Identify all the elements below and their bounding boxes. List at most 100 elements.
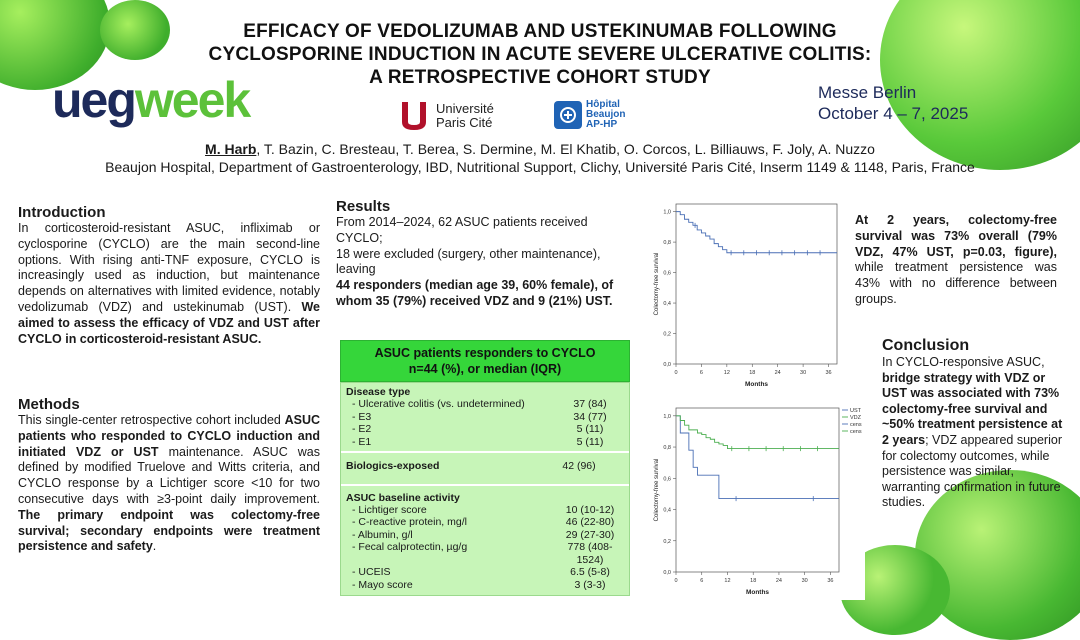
row-label: - E1 bbox=[352, 435, 372, 448]
row-label: - C-reactive protein, mg/l bbox=[352, 516, 467, 528]
table-row: - Fecal calprotectin, µg/g 778 (408-1524) bbox=[341, 541, 629, 566]
legend-label: UST bbox=[850, 408, 862, 414]
univ-line-1: Université bbox=[436, 101, 494, 116]
row-value: 46 (22-80) bbox=[565, 516, 615, 528]
venue-place: Messe Berlin bbox=[818, 83, 917, 102]
methods-heading: Methods bbox=[18, 396, 80, 413]
conclusion-text-2: ; VDZ appeared superior for colectomy ou… bbox=[882, 432, 1062, 510]
row-label: - Albumin, g/l bbox=[352, 528, 413, 541]
table-body: Disease type - Ulcerative colitis (vs. u… bbox=[340, 382, 630, 596]
row-value: 5 (11) bbox=[576, 435, 604, 448]
hopital-beaujon-logo: Hôpital Beaujon AP-HP bbox=[554, 100, 625, 130]
y-tick-label: 0,0 bbox=[663, 570, 671, 576]
authors-block: M. Harb, T. Bazin, C. Bresteau, T. Berea… bbox=[60, 140, 1020, 176]
introduction-heading: Introduction bbox=[18, 204, 106, 221]
first-author: M. Harb bbox=[205, 141, 257, 157]
conclusion-heading: Conclusion bbox=[882, 337, 970, 354]
x-tick-label: 0 bbox=[674, 370, 677, 376]
hosp-line-1: Hôpital bbox=[586, 99, 620, 110]
methods-bold-2: The primary endpoint was colectomy-free … bbox=[18, 507, 320, 554]
y-tick-label: 0,2 bbox=[663, 539, 671, 545]
plot-frame bbox=[675, 203, 838, 365]
x-tick-label: 36 bbox=[825, 370, 831, 376]
y-tick-label: 0,8 bbox=[663, 445, 671, 451]
plot-frame bbox=[675, 407, 840, 573]
km-series-line bbox=[676, 211, 837, 254]
univ-line-2: Paris Cité bbox=[436, 115, 493, 130]
y-axis-label: Colectomy-free survival bbox=[654, 253, 660, 316]
row-label: - Ulcerative colitis (vs. undetermined) bbox=[352, 398, 525, 410]
y-tick-label: 0,8 bbox=[663, 240, 671, 246]
table-section-baseline-activity: ASUC baseline activity bbox=[346, 491, 460, 504]
row-label: - Mayo score bbox=[352, 578, 413, 591]
venue-dates: October 4 – 7, 2025 bbox=[818, 104, 969, 123]
introduction-text: In corticosteroid-resistant ASUC, inflix… bbox=[18, 221, 320, 314]
y-tick-label: 0,6 bbox=[663, 271, 671, 277]
row-value: 3 (3-3) bbox=[574, 578, 606, 591]
x-tick-label: 36 bbox=[827, 578, 833, 584]
x-tick-label: 24 bbox=[776, 578, 782, 584]
row-value: 10 (10-12) bbox=[565, 503, 615, 516]
decorative-blob-left bbox=[100, 0, 170, 60]
logo-week: week bbox=[134, 72, 251, 128]
x-tick-label: 6 bbox=[700, 370, 703, 376]
baseline-table: ASUC patients responders to CYCLO n=44 (… bbox=[340, 340, 630, 596]
x-tick-label: 12 bbox=[724, 370, 730, 376]
title-line-1: EFFICACY OF VEDOLIZUMAB AND USTEKINUMAB … bbox=[243, 21, 837, 42]
x-axis-label: Months bbox=[745, 381, 768, 388]
row-value: 42 (96) bbox=[562, 460, 596, 472]
y-tick-label: 0,4 bbox=[663, 301, 671, 307]
affiliation: Beaujon Hospital, Department of Gastroen… bbox=[105, 159, 975, 175]
x-tick-label: 30 bbox=[802, 578, 808, 584]
hosp-line-2: Beaujon bbox=[586, 109, 626, 120]
table-row: - E3 34 (77) bbox=[341, 411, 629, 424]
logo-ueg: ueg bbox=[52, 72, 137, 128]
row-label: - E2 bbox=[352, 423, 372, 435]
results-section: Results From 2014–2024, 62 ASUC patients… bbox=[336, 198, 630, 310]
km-chart-overall: 0,0 0,2 0,4 0,6 0,8 1,0 0 6 12 18 24 30 36 Months Cole… bbox=[643, 196, 840, 390]
y-axis-label: Colectomy-free survival bbox=[654, 459, 660, 522]
km-chart-by-drug: 0,0 0,2 0,4 0,6 0,8 1,0 0 6 12 18 24 30 36 Months Cole… bbox=[643, 400, 865, 600]
findings-text: At 2 years, colectomy-free survival was … bbox=[855, 213, 1057, 308]
km-series-line bbox=[676, 415, 839, 500]
venue: Messe Berlin October 4 – 7, 2025 bbox=[818, 82, 968, 124]
row-value: 6.5 (5-8) bbox=[570, 566, 610, 578]
row-label: - E3 bbox=[352, 410, 372, 423]
x-tick-label: 18 bbox=[750, 578, 756, 584]
x-tick-label: 30 bbox=[800, 370, 806, 376]
table-section-disease-type: Disease type bbox=[346, 386, 411, 398]
table-header: ASUC patients responders to CYCLO n=44 (… bbox=[340, 340, 630, 382]
methods-text-2: maintenance. ASUC was defined by modifie… bbox=[18, 444, 320, 506]
legend-label: VDZ bbox=[850, 415, 862, 421]
table-row: - E1 5 (11) bbox=[341, 436, 629, 449]
ueg-week-logo: uegweek bbox=[52, 70, 251, 130]
results-text-1: From 2014–2024, 62 ASUC patients receive… bbox=[336, 215, 588, 245]
table-row: - C-reactive protein, mg/l 46 (22-80) bbox=[341, 516, 629, 529]
results-heading: Results bbox=[336, 198, 391, 215]
conclusion-section: Conclusion In CYCLO-responsive ASUC, bri… bbox=[882, 337, 1072, 511]
legend-label: cens bbox=[850, 422, 862, 428]
table-header-line-1: ASUC patients responders to CYCLO bbox=[374, 346, 596, 360]
other-authors: , T. Bazin, C. Bresteau, T. Berea, S. De… bbox=[256, 141, 875, 157]
table-row-biologics: Biologics-exposed 42 (96) bbox=[341, 456, 629, 481]
introduction-aim: We aimed to assess the efficacy of VDZ a… bbox=[18, 299, 320, 346]
results-text-2: 18 were excluded (surgery, other mainten… bbox=[336, 246, 601, 277]
table-row: - Albumin, g/l 29 (27-30) bbox=[341, 529, 629, 542]
table-row: - Lichtiger score 10 (10-12) bbox=[341, 504, 629, 517]
x-tick-label: 18 bbox=[749, 370, 755, 376]
km-chart-by-drug-svg: 0,0 0,2 0,4 0,6 0,8 1,0 0 6 12 18 24 30 36 Months Cole… bbox=[654, 407, 862, 596]
legend-label: cens bbox=[850, 429, 862, 435]
title-line-2: CYCLOSPORINE INDUCTION IN ACUTE SEVERE U… bbox=[208, 44, 872, 65]
row-value: 37 (84) bbox=[573, 398, 607, 410]
table-row: - Ulcerative colitis (vs. undetermined) 3… bbox=[341, 398, 629, 411]
table-header-line-2: n=44 (%), or median (IQR) bbox=[408, 362, 562, 376]
introduction-section: Introduction In corticosteroid-resistant… bbox=[18, 204, 320, 347]
hosp-line-3: AP-HP bbox=[586, 119, 618, 130]
results-bold: 44 responders (median age 39, 60% female… bbox=[336, 278, 614, 308]
x-tick-label: 0 bbox=[674, 578, 677, 584]
row-label: - Fecal calprotectin, µg/g bbox=[352, 541, 468, 553]
y-tick-label: 1,0 bbox=[663, 414, 671, 420]
row-label: Biologics-exposed bbox=[346, 460, 440, 472]
y-tick-label: 1,0 bbox=[663, 210, 671, 216]
x-tick-label: 6 bbox=[700, 578, 703, 584]
